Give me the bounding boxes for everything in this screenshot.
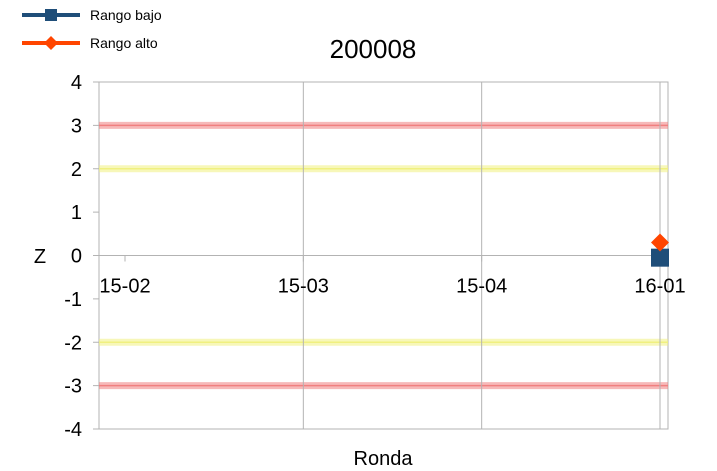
x-tick-label: 15-02 [99, 276, 150, 298]
y-tick-label: 3 [71, 115, 82, 137]
reference-lines [99, 121, 668, 390]
x-axis-title: Ronda [354, 448, 414, 470]
x-tick-label: 15-04 [456, 276, 507, 298]
y-tick-label: 0 [71, 246, 82, 268]
legend-item-rango-alto: Rango alto [22, 35, 158, 51]
legend-marker-rango-alto [44, 36, 58, 50]
x-axis: 15-02 15-03 15-04 16-01 [99, 255, 686, 298]
x-tick-label: 16-01 [634, 276, 685, 298]
legend-item-rango-bajo: Rango bajo [22, 7, 162, 23]
data-point-rango-bajo [651, 248, 669, 267]
legend-label-rango-bajo: Rango bajo [90, 7, 162, 23]
y-tick-label: -4 [64, 419, 82, 441]
data-points [651, 233, 669, 267]
x-tick-label: 15-03 [278, 276, 329, 298]
y-tick-label: 2 [71, 159, 82, 181]
y-axis: 4 3 2 1 0 -1 -2 -3 -4 [64, 72, 99, 441]
y-tick-label: -2 [64, 332, 82, 354]
data-point-rango-alto [651, 233, 669, 252]
y-axis-title: Z [34, 246, 46, 268]
y-tick-label: -3 [64, 376, 82, 398]
grid-lines [99, 82, 668, 429]
legend-marker-rango-bajo [45, 9, 57, 21]
legend: Rango bajo Rango alto [22, 7, 162, 51]
y-tick-label: 4 [71, 72, 82, 94]
y-tick-label: 1 [71, 202, 82, 224]
legend-label-rango-alto: Rango alto [90, 35, 158, 51]
chart-title: 200008 [330, 34, 417, 64]
y-tick-label: -1 [64, 289, 82, 311]
